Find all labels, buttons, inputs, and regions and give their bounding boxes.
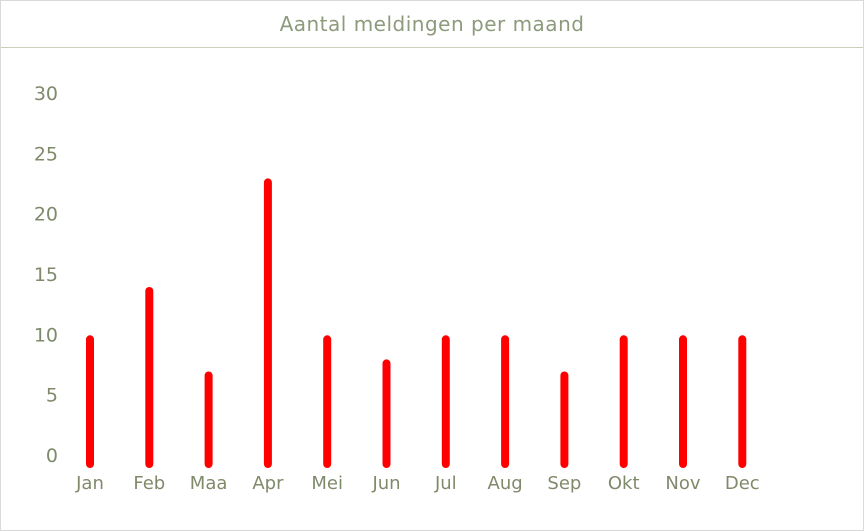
bar-jan [86, 335, 94, 468]
y-tick-label: 10 [34, 324, 58, 346]
bar-feb [145, 287, 154, 468]
x-category-label: Feb [133, 473, 165, 494]
x-category-label: Jan [75, 473, 104, 494]
x-category-label: Jul [434, 473, 457, 494]
y-tick-label: 20 [34, 204, 58, 226]
chart-header: Aantal meldingen per maand [1, 1, 863, 48]
y-axis-labels: 0 5 10 15 20 25 30 [34, 83, 58, 467]
x-category-label: Apr [252, 473, 284, 494]
x-category-label: Maa [190, 473, 228, 494]
x-category-label: Mei [311, 473, 343, 494]
bar-aug [501, 335, 510, 468]
y-tick-label: 15 [34, 264, 58, 286]
bar-okt [619, 335, 628, 468]
x-category-label: Sep [547, 473, 581, 494]
x-category-label: Jun [371, 473, 400, 494]
bar-dec [738, 335, 747, 468]
x-category-label: Aug [488, 473, 523, 494]
bar-mei [323, 335, 332, 468]
x-category-label: Dec [725, 473, 760, 494]
bar-sep [560, 371, 569, 468]
x-category-label: Okt [608, 473, 640, 494]
bar-jun [382, 359, 391, 468]
y-tick-label: 5 [46, 385, 58, 407]
bar-nov [679, 335, 687, 468]
bar-apr [263, 178, 272, 468]
y-tick-label: 0 [46, 445, 58, 467]
x-category-label: Nov [665, 473, 700, 494]
bar-jul [441, 335, 450, 468]
x-axis-labels: Jan Feb Maa Apr Mei Jun Jul Aug Sep Okt Nov Dec [75, 473, 760, 494]
bars [86, 178, 747, 468]
y-tick-label: 25 [34, 143, 58, 165]
bar-maa [204, 371, 213, 468]
y-tick-label: 30 [34, 83, 58, 105]
chart-title: Aantal meldingen per maand [279, 12, 585, 36]
